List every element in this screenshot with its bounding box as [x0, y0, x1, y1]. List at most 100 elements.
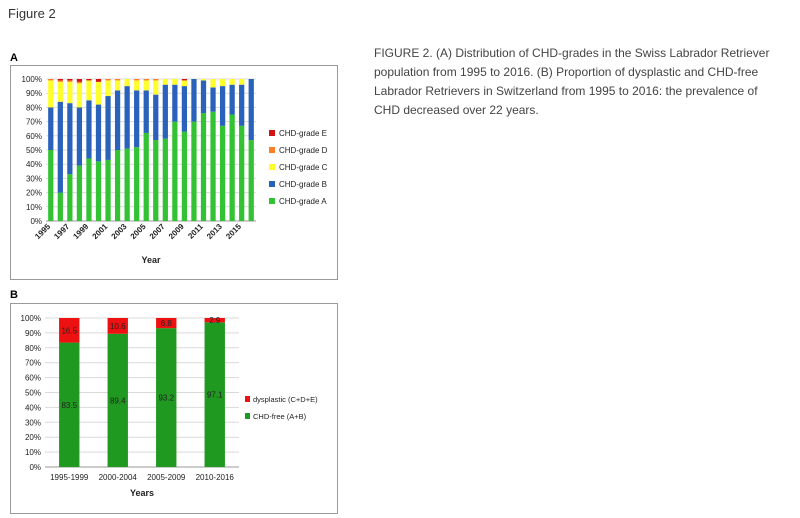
bar-segment-chd-grade-a — [239, 125, 245, 221]
bar-segment-chd-grade-b — [134, 90, 140, 148]
y-tick-label: 60% — [25, 374, 41, 383]
legend-label-chd-grade-e: CHD-grade E — [279, 129, 327, 138]
legend-label-dysplastic-c-d-e: dysplastic (C+D+E) — [253, 395, 318, 404]
bar-segment-chd-grade-d — [143, 79, 149, 81]
x-tick-label: 2005 — [129, 222, 148, 241]
bar-segment-chd-grade-c — [67, 81, 73, 104]
bar-segment-chd-grade-c — [76, 83, 83, 108]
y-tick-label: 50% — [25, 389, 41, 398]
bar-segment-chd-grade-c — [95, 81, 102, 105]
bar-segment-chd-grade-a — [48, 150, 54, 221]
bar-segment-dysplastic-c-d-e — [156, 318, 177, 329]
bar-segment-chd-grade-c — [114, 80, 121, 91]
bar-segment-chd-grade-d — [67, 80, 73, 82]
bar-segment-chd-grade-b — [191, 79, 197, 122]
bar-segment-chd-grade-d — [134, 79, 140, 81]
legend-swatch-chd-grade-c — [269, 164, 275, 170]
chart-b-frame: 0% 10% 20% 30% 40% 50% 60% 70% 80% 90% 100% 83.5 16.… — [10, 303, 338, 514]
bar-segment-chd-grade-a — [153, 140, 159, 221]
bar-segment-chd-grade-b — [57, 101, 63, 193]
legend-swatch-chd-grade-a — [269, 198, 275, 204]
bar-segment-chd-grade-c — [181, 80, 188, 87]
bar-segment-chd-grade-b — [162, 84, 168, 139]
bar-segment-chd-grade-a — [248, 140, 254, 221]
bar-segment-chd-grade-c — [162, 79, 168, 85]
data-label-chd-free-a-b: 83.5 — [61, 401, 77, 410]
bar-segment-chd-grade-a — [162, 138, 168, 221]
legend-label-chd-grade-d: CHD-grade D — [279, 146, 328, 155]
bar-segment-chd-grade-d — [48, 79, 54, 81]
x-axis-title: Years — [130, 488, 154, 498]
x-tick-label: 2005-2009 — [147, 473, 186, 482]
y-tick-label: 80% — [26, 103, 42, 112]
panel-b-letter: B — [10, 289, 18, 301]
bar-segment-chd-grade-e — [86, 79, 92, 81]
bar-segment-chd-grade-b — [76, 107, 83, 166]
bar-segment-chd-grade-a — [57, 192, 63, 221]
bar-segment-chd-grade-b — [114, 90, 121, 150]
bar-segment-chd-grade-a — [124, 148, 130, 221]
bar-segment-chd-grade-a — [95, 161, 102, 221]
bar-segment-chd-grade-e — [181, 79, 188, 81]
x-tick-label: 2009 — [167, 222, 186, 241]
bar-segment-chd-grade-d — [57, 80, 63, 82]
bar-segment-chd-grade-d — [76, 81, 83, 84]
bar-segment-chd-grade-a — [219, 125, 226, 221]
y-tick-label: 70% — [26, 118, 42, 127]
x-tick-label: 2011 — [186, 222, 205, 241]
x-tick-label: 2013 — [205, 222, 224, 241]
data-label-chd-free-a-b: 93.2 — [158, 394, 174, 403]
bar-segment-chd-free-a-b — [107, 333, 128, 467]
bar-segment-chd-grade-b — [210, 87, 216, 112]
bar-segment-chd-free-a-b — [204, 322, 225, 467]
bar-segment-chd-grade-e — [67, 79, 73, 81]
figure-label: Figure 2 — [8, 6, 56, 21]
bar-segment-chd-grade-b — [86, 100, 92, 159]
bar-segment-chd-grade-a — [67, 174, 73, 221]
bar-segment-chd-grade-c — [200, 79, 207, 81]
bar-segment-chd-grade-b — [48, 107, 54, 150]
legend-swatch-chd-grade-b — [269, 181, 275, 187]
bar-segment-chd-grade-a — [134, 147, 140, 221]
bar-segment-chd-grade-b — [95, 104, 102, 162]
data-label-dysplastic-c-d-e: 10.6 — [110, 322, 126, 331]
y-tick-label: 20% — [25, 433, 41, 442]
bar-segment-chd-grade-a — [172, 121, 178, 221]
x-tick-label: 2015 — [224, 222, 243, 241]
data-label-dysplastic-c-d-e: 16.5 — [61, 326, 77, 335]
bar-segment-dysplastic-c-d-e — [204, 318, 225, 323]
y-tick-label: 40% — [26, 160, 42, 169]
bar-segment-dysplastic-c-d-e — [107, 318, 128, 334]
y-tick-label: 100% — [21, 314, 41, 323]
figure-caption: FIGURE 2. (A) Distribution of CHD-grades… — [374, 46, 770, 117]
y-tick-label: 40% — [25, 403, 41, 412]
y-tick-label: 50% — [26, 146, 42, 155]
chart-a-frame: 0% 10% 20% 30% 40% 50% 60% 70% 80% 90% 100% 1995 199… — [10, 65, 338, 280]
bar-segment-chd-grade-b — [67, 103, 73, 175]
bar-segment-chd-grade-c — [172, 79, 178, 85]
bar-segment-chd-grade-e — [95, 79, 102, 82]
y-tick-label: 90% — [25, 329, 41, 338]
legend-label-chd-grade-a: CHD-grade A — [279, 197, 327, 206]
bar-segment-chd-grade-b — [124, 86, 130, 149]
bar-segment-chd-grade-c — [153, 80, 159, 95]
chart-b: 0% 10% 20% 30% 40% 50% 60% 70% 80% 90% 100% 83.5 16.… — [21, 314, 319, 498]
y-tick-label: 30% — [26, 174, 42, 183]
bar-segment-chd-grade-a — [181, 131, 188, 221]
x-tick-label: 1995-1999 — [50, 473, 89, 482]
x-tick-label: 1999 — [71, 222, 90, 241]
bar-segment-chd-grade-d — [153, 79, 159, 81]
legend-label-chd-grade-c: CHD-grade C — [279, 163, 328, 172]
x-axis-title: Year — [141, 255, 161, 265]
x-tick-label: 2000-2004 — [99, 473, 138, 482]
y-tick-label: 10% — [26, 203, 42, 212]
x-tick-label: 2001 — [91, 222, 110, 241]
y-tick-label: 100% — [22, 75, 42, 84]
y-tick-label: 20% — [26, 189, 42, 198]
bar-segment-chd-grade-e — [76, 79, 83, 82]
data-label-dysplastic-c-d-e: 2.9 — [209, 316, 221, 325]
legend-label-chd-grade-b: CHD-grade B — [279, 180, 327, 189]
bar-segment-chd-grade-c — [86, 80, 92, 101]
bar-segment-chd-grade-c — [229, 79, 235, 85]
bar-segment-chd-grade-b — [181, 86, 188, 132]
